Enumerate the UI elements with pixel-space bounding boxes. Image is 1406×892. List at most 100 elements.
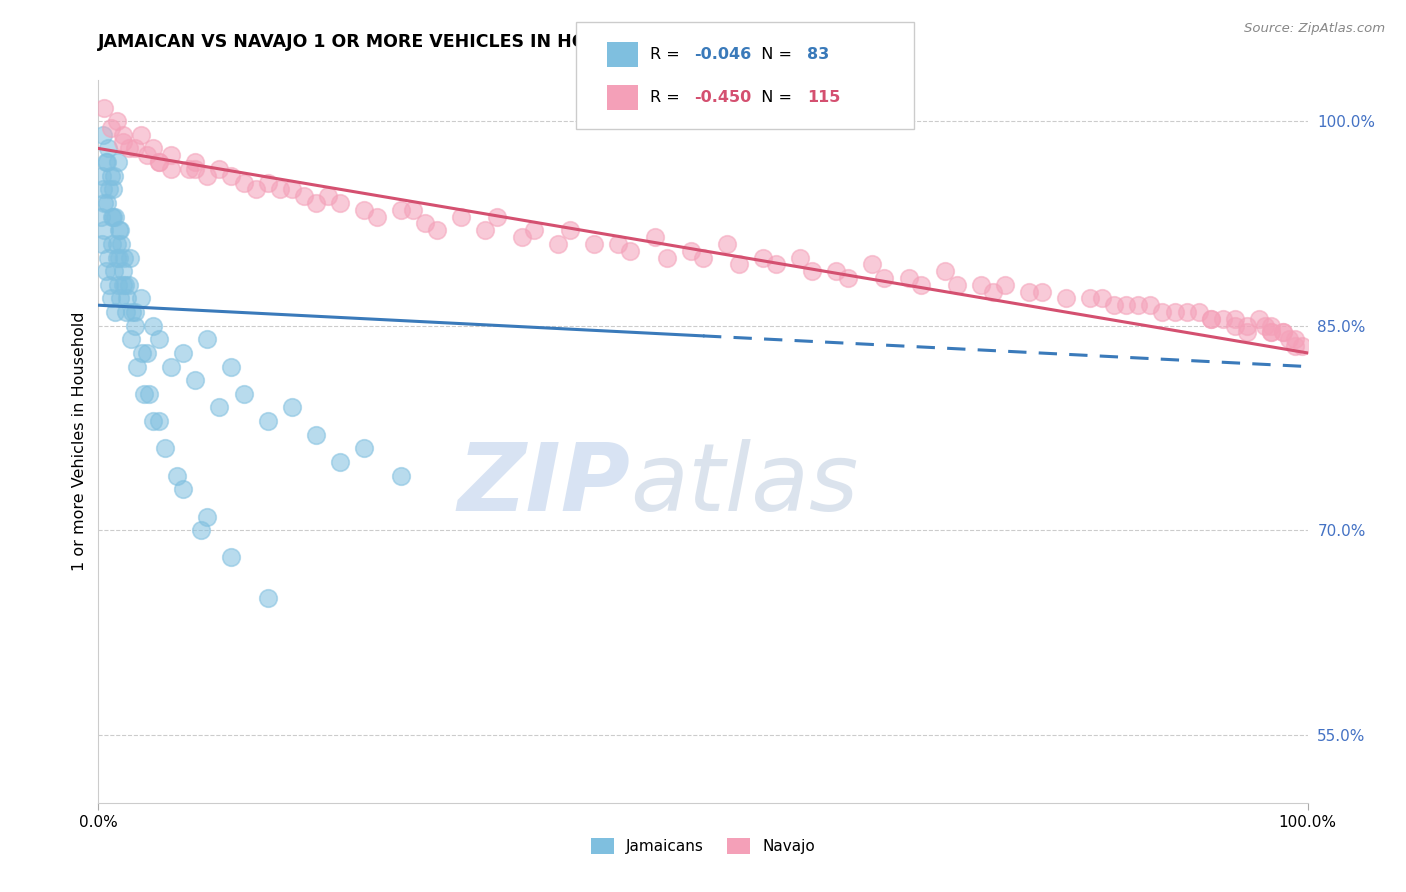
Point bbox=[103, 264, 125, 278]
Point bbox=[98, 182, 121, 196]
Point bbox=[142, 318, 165, 333]
Text: atlas: atlas bbox=[630, 440, 859, 531]
Point bbox=[510, 230, 533, 244]
Point bbox=[1278, 332, 1301, 346]
Point bbox=[184, 161, 207, 176]
Point bbox=[619, 244, 641, 258]
Point bbox=[100, 292, 122, 306]
Point bbox=[115, 305, 138, 319]
Point bbox=[100, 236, 122, 251]
Point bbox=[245, 182, 267, 196]
Text: ZIP: ZIP bbox=[457, 439, 630, 531]
Point bbox=[111, 135, 134, 149]
Point bbox=[583, 236, 606, 251]
Point bbox=[292, 189, 315, 203]
Point bbox=[1284, 332, 1306, 346]
Point bbox=[94, 155, 117, 169]
Point bbox=[153, 442, 176, 456]
Point bbox=[172, 482, 194, 496]
Point bbox=[1249, 311, 1271, 326]
Point bbox=[127, 359, 149, 374]
Point bbox=[426, 223, 449, 237]
Point bbox=[184, 373, 207, 387]
Point bbox=[946, 277, 969, 292]
Point bbox=[232, 176, 254, 190]
Point bbox=[825, 264, 848, 278]
Point bbox=[208, 401, 231, 415]
Point bbox=[1188, 305, 1211, 319]
Point bbox=[94, 264, 117, 278]
Point bbox=[329, 196, 352, 211]
Point bbox=[103, 169, 125, 183]
Point bbox=[752, 251, 775, 265]
Point bbox=[111, 128, 134, 142]
Point bbox=[118, 277, 141, 292]
Point bbox=[104, 305, 127, 319]
Point bbox=[970, 277, 993, 292]
Point bbox=[91, 169, 114, 183]
Point bbox=[107, 155, 129, 169]
Point bbox=[994, 277, 1017, 292]
Point bbox=[1054, 292, 1077, 306]
Y-axis label: 1 or more Vehicles in Household: 1 or more Vehicles in Household bbox=[72, 312, 87, 571]
Point bbox=[316, 189, 339, 203]
Point bbox=[142, 141, 165, 155]
Point bbox=[1102, 298, 1125, 312]
Point bbox=[129, 128, 152, 142]
Point bbox=[166, 468, 188, 483]
Point bbox=[873, 271, 896, 285]
Point bbox=[402, 202, 425, 217]
Point bbox=[160, 161, 183, 176]
Point bbox=[93, 223, 115, 237]
Point bbox=[160, 359, 183, 374]
Point bbox=[93, 196, 115, 211]
Point bbox=[134, 387, 156, 401]
Point bbox=[1139, 298, 1161, 312]
Point bbox=[111, 277, 134, 292]
Point bbox=[486, 210, 509, 224]
Point bbox=[789, 251, 811, 265]
Text: R =: R = bbox=[650, 47, 685, 62]
Point bbox=[765, 257, 787, 271]
Text: R =: R = bbox=[650, 90, 685, 104]
Point bbox=[114, 277, 136, 292]
Point bbox=[135, 346, 157, 360]
Point bbox=[221, 169, 243, 183]
Point bbox=[101, 210, 124, 224]
Point bbox=[118, 141, 141, 155]
Point bbox=[366, 210, 388, 224]
Point bbox=[107, 277, 129, 292]
Point bbox=[1152, 305, 1174, 319]
Point bbox=[97, 251, 120, 265]
Point bbox=[124, 141, 146, 155]
Point bbox=[100, 210, 122, 224]
Point bbox=[329, 455, 352, 469]
Point bbox=[1163, 305, 1185, 319]
Point bbox=[98, 277, 121, 292]
Point bbox=[1260, 318, 1282, 333]
Point bbox=[679, 244, 702, 258]
Point bbox=[100, 120, 122, 135]
Point bbox=[208, 161, 231, 176]
Point bbox=[450, 210, 472, 224]
Point bbox=[1260, 326, 1282, 340]
Point bbox=[353, 202, 375, 217]
Point bbox=[100, 169, 122, 183]
Point bbox=[1254, 318, 1277, 333]
Point bbox=[256, 414, 278, 428]
Point bbox=[184, 155, 207, 169]
Point bbox=[221, 550, 243, 565]
Point bbox=[221, 359, 243, 374]
Point bbox=[105, 114, 128, 128]
Point bbox=[1223, 318, 1246, 333]
Point bbox=[1236, 318, 1258, 333]
Point bbox=[837, 271, 859, 285]
Point bbox=[91, 128, 114, 142]
Point bbox=[1078, 292, 1101, 306]
Point bbox=[117, 292, 139, 306]
Point bbox=[474, 223, 496, 237]
Point bbox=[190, 523, 212, 537]
Point bbox=[96, 155, 118, 169]
Point bbox=[981, 285, 1004, 299]
Point bbox=[281, 401, 304, 415]
